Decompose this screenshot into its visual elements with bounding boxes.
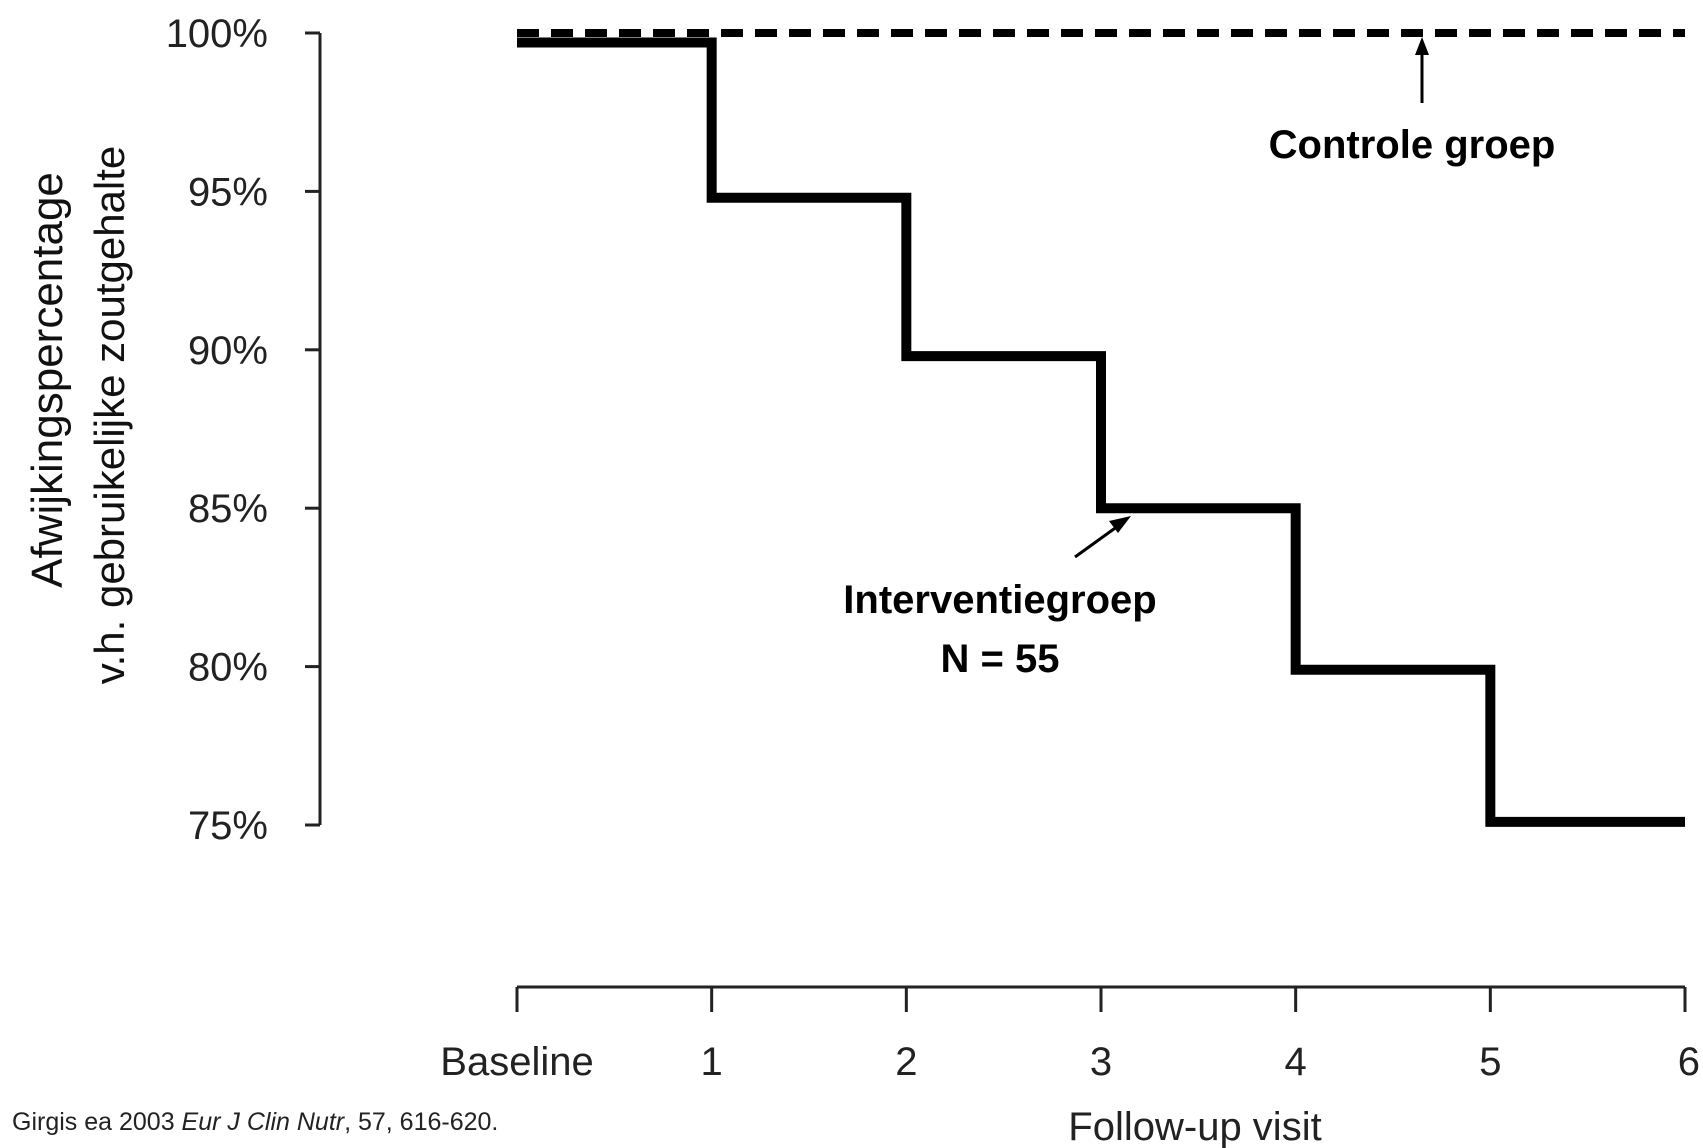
citation: Girgis ea 2003 Eur J Clin Nutr, 57, 616-… [12, 1108, 498, 1137]
x-tick-label: 4 [1285, 1040, 1307, 1084]
intervention-arrow-shaft [1074, 524, 1119, 559]
y-tick-label: 100% [166, 12, 268, 56]
y-axis-title-line2: v.h. gebruikelijke zoutgehalte [86, 146, 133, 685]
x-ticks: Baseline 1 2 3 4 5 6 [440, 987, 1700, 1084]
x-tick-label: 3 [1090, 1040, 1112, 1084]
x-tick-label: 5 [1479, 1040, 1501, 1084]
citation-prefix: Girgis ea 2003 [12, 1108, 182, 1136]
y-tick-label: 90% [188, 329, 268, 373]
intervention-group-label: Interventiegroep [843, 578, 1156, 622]
x-axis-title: Follow-up visit [1068, 1105, 1321, 1148]
y-ticks: 100% 95% 90% 85% 80% 75% [166, 12, 320, 848]
series-intervention-line [517, 37, 1685, 827]
y-tick-label: 95% [188, 170, 268, 214]
control-arrow-head [1415, 37, 1429, 55]
control-group-label: Controle groep [1269, 123, 1556, 167]
citation-suffix: , 57, 616-620. [344, 1108, 499, 1136]
intervention-arrow-head [1109, 516, 1131, 533]
intervention-n-label: N = 55 [941, 637, 1060, 681]
citation-journal: Eur J Clin Nutr [181, 1108, 345, 1136]
y-tick-label: 75% [188, 804, 268, 848]
y-tick-label: 85% [188, 487, 268, 531]
y-axis-title-line1: Afwijkingspercentage [23, 172, 72, 588]
x-tick-label: 2 [895, 1040, 917, 1084]
x-tick-label: 6 [1678, 1040, 1700, 1084]
x-tick-label: Baseline [440, 1040, 593, 1084]
y-tick-label: 80% [188, 646, 268, 690]
x-tick-label: 1 [701, 1040, 723, 1084]
